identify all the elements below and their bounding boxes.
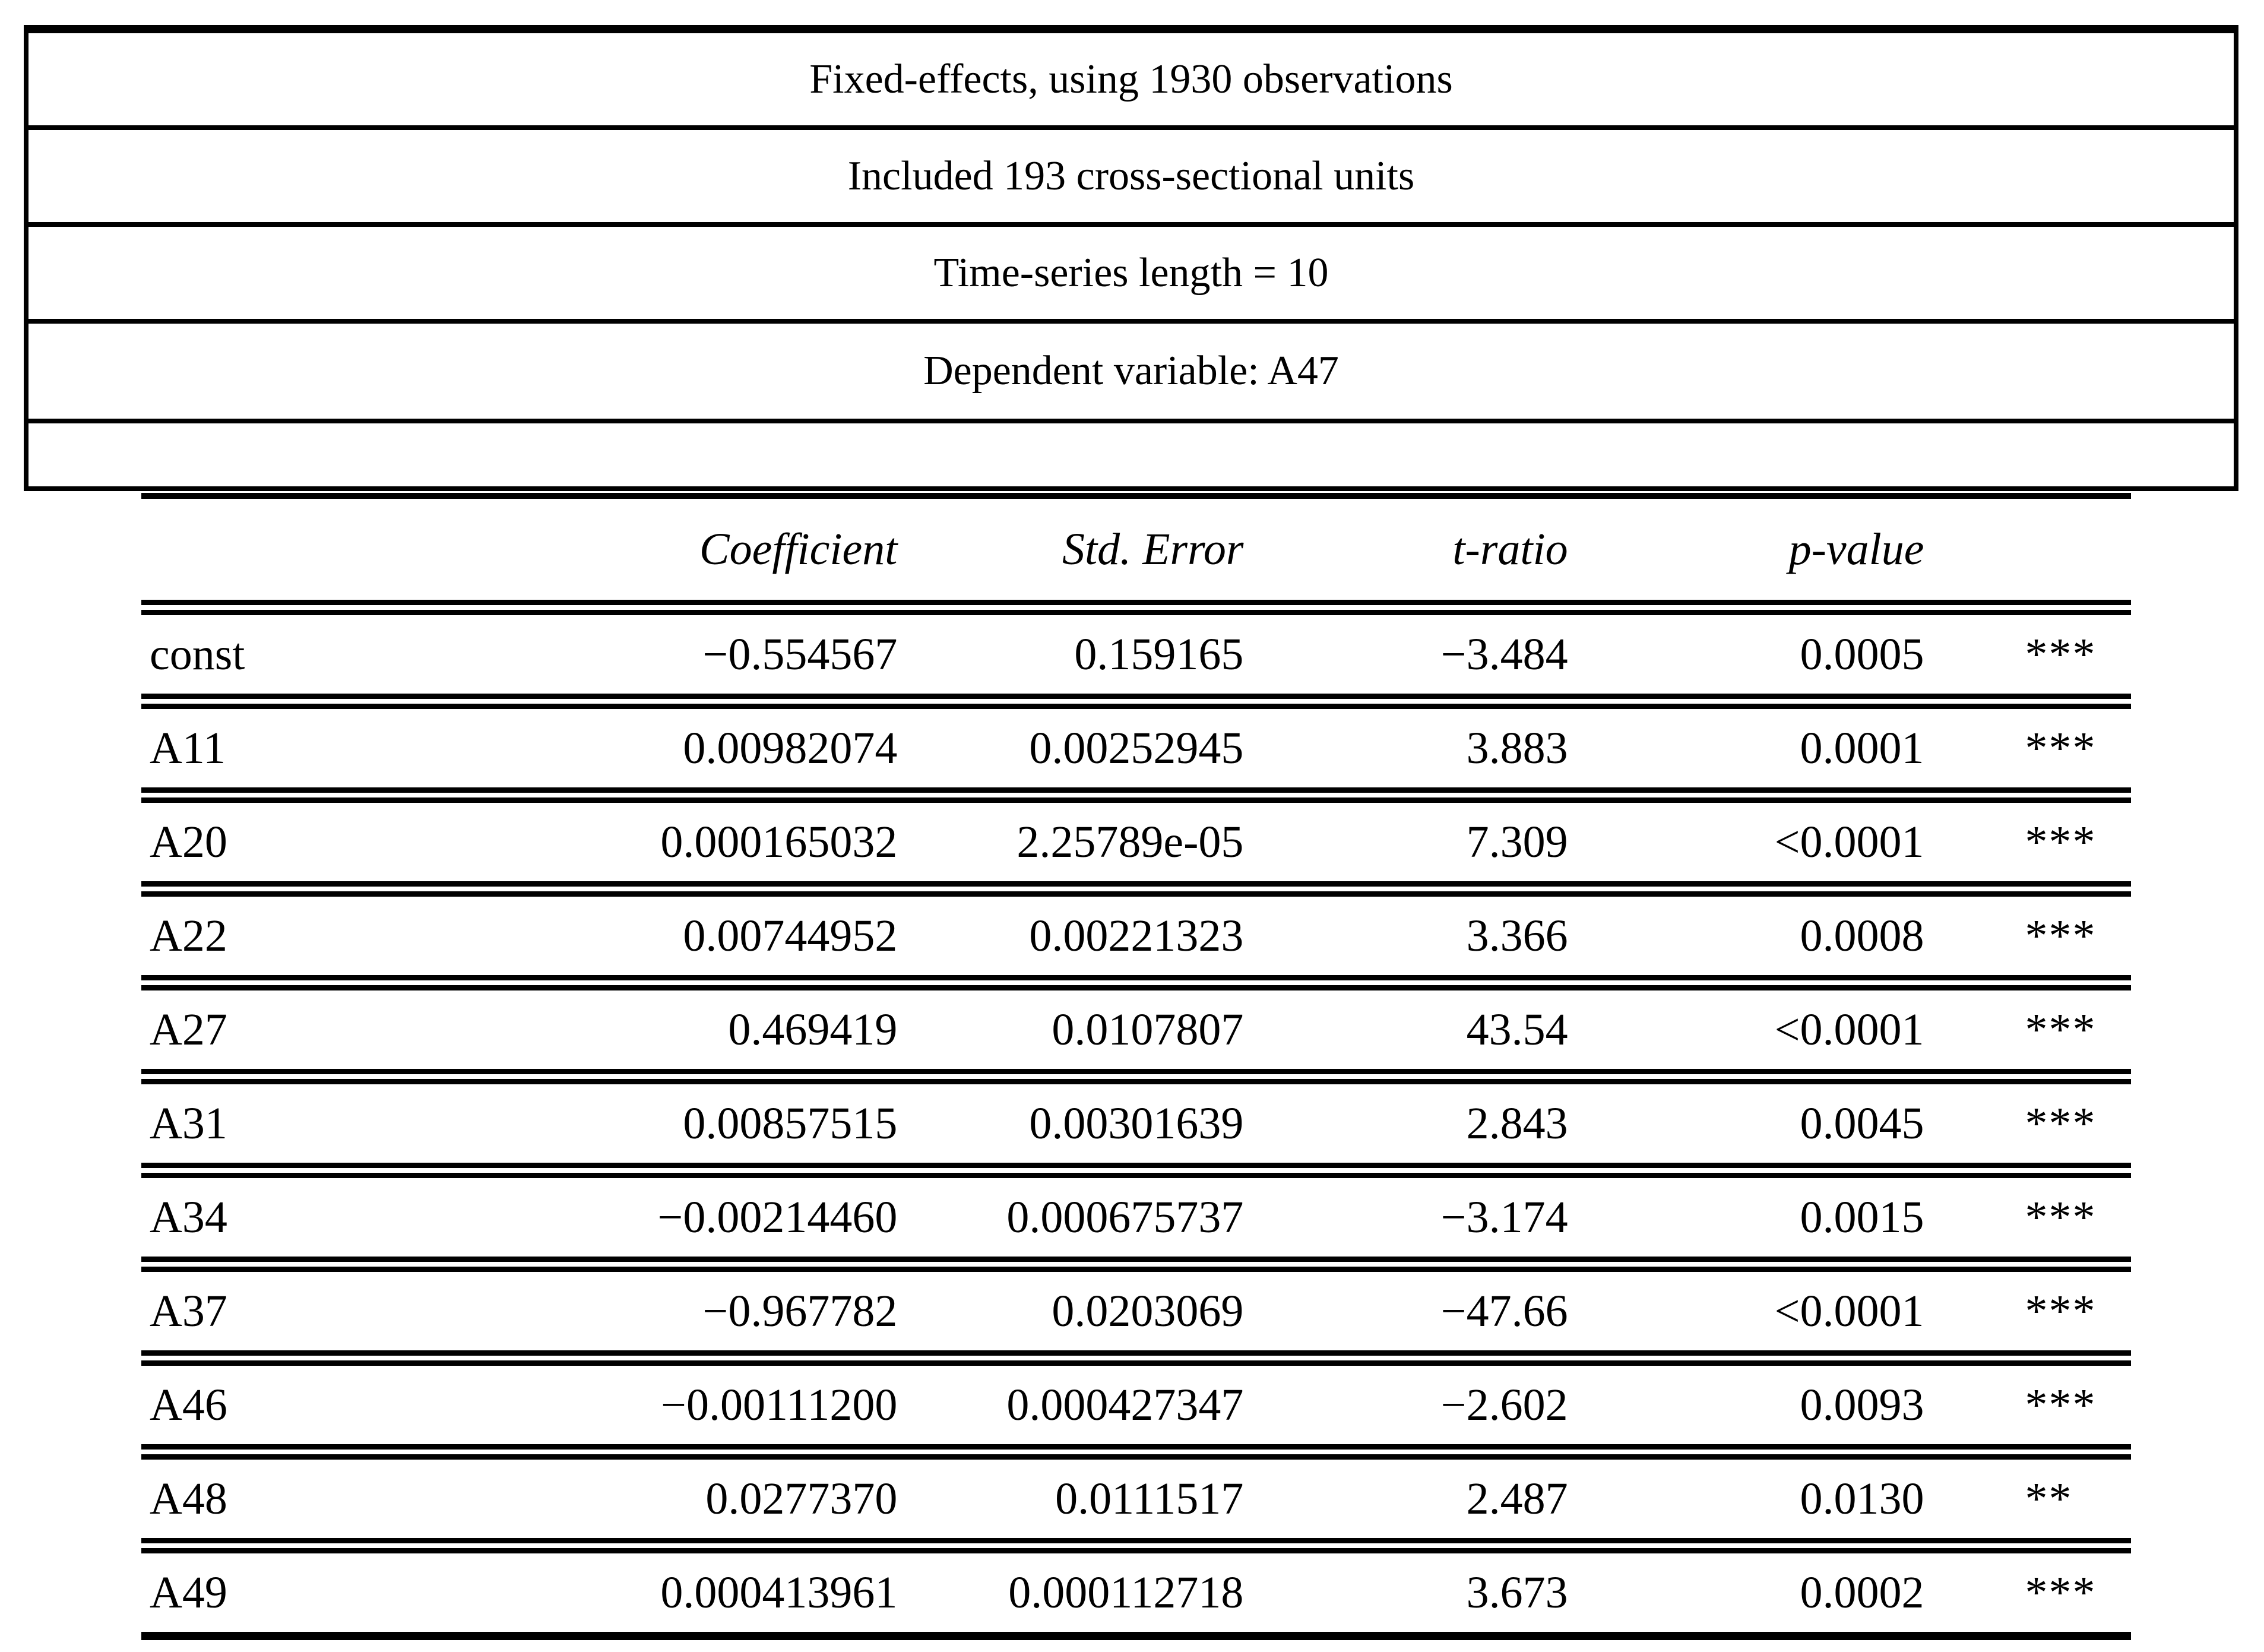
cell-t-ratio: 3.673 [1243,1546,1568,1640]
cell-coefficient: 0.000413961 [539,1546,898,1640]
cell-coefficient: 0.000165032 [539,795,898,897]
info-text-cross-sectional-units: Included 193 cross-sectional units [847,153,1415,199]
col-header-std-error: Std. Error [897,496,1244,615]
cell-std-error: 0.00252945 [897,701,1244,803]
col-header-t-ratio: t-ratio [1243,496,1568,615]
cell-coefficient: −0.967782 [539,1264,898,1366]
table-row: A31 0.00857515 0.00301639 2.843 0.0045 *… [141,1077,2131,1178]
cell-variable: A20 [141,795,540,897]
cell-variable: A27 [141,983,540,1084]
col-header-p-value: p-value [1568,496,1924,615]
cell-variable: A34 [141,1170,540,1272]
cell-p-value: 0.0008 [1568,889,1924,990]
cell-t-ratio: 7.309 [1243,795,1568,897]
table-row: A46 −0.00111200 0.000427347 −2.602 0.009… [141,1358,2131,1460]
cell-t-ratio: 2.487 [1243,1452,1568,1553]
table-row: A27 0.469419 0.0107807 43.54 <0.0001 *** [141,983,2131,1084]
cell-t-ratio: −3.174 [1243,1170,1568,1272]
cell-p-value: <0.0001 [1568,795,1924,897]
cell-variable: A11 [141,701,540,803]
cell-coefficient: 0.0277370 [539,1452,898,1553]
table-row: const −0.554567 0.159165 −3.484 0.0005 *… [141,607,2131,709]
cell-p-value: 0.0130 [1568,1452,1924,1553]
info-row-empty [29,423,2234,486]
cell-significance: *** [1924,1358,2131,1460]
table-row: A20 0.000165032 2.25789e-05 7.309 <0.000… [141,795,2131,897]
cell-p-value: <0.0001 [1568,983,1924,1084]
info-row-cross-sectional-units: Included 193 cross-sectional units [29,130,2234,227]
cell-t-ratio: 2.843 [1243,1077,1568,1178]
table-header-row: Coefficient Std. Error t-ratio p-value [141,496,2131,615]
cell-p-value: 0.0093 [1568,1358,1924,1460]
cell-coefficient: 0.00744952 [539,889,898,990]
cell-t-ratio: −47.66 [1243,1264,1568,1366]
cell-std-error: 0.0203069 [897,1264,1244,1366]
cell-significance: *** [1924,607,2131,709]
cell-significance: *** [1924,701,2131,803]
col-header-significance [1924,496,2131,615]
cell-significance: *** [1924,1077,2131,1178]
cell-p-value: 0.0005 [1568,607,1924,709]
table-row: A22 0.00744952 0.00221323 3.366 0.0008 *… [141,889,2131,990]
table-row: A48 0.0277370 0.0111517 2.487 0.0130 ** [141,1452,2131,1553]
cell-variable: A46 [141,1358,540,1460]
cell-variable: const [141,607,540,709]
info-text-time-series-length: Time-series length = 10 [933,249,1329,296]
cell-coefficient: −0.554567 [539,607,898,709]
table-row: A34 −0.00214460 0.000675737 −3.174 0.001… [141,1170,2131,1272]
table-row: A49 0.000413961 0.000112718 3.673 0.0002… [141,1546,2131,1640]
cell-significance: ** [1924,1452,2131,1553]
cell-t-ratio: −2.602 [1243,1358,1568,1460]
cell-p-value: 0.0015 [1568,1170,1924,1272]
cell-coefficient: −0.00214460 [539,1170,898,1272]
cell-coefficient: 0.469419 [539,983,898,1084]
cell-coefficient: 0.00982074 [539,701,898,803]
info-text-dependent-variable: Dependent variable: A47 [923,348,1339,394]
col-header-coefficient: Coefficient [539,496,898,615]
cell-significance: *** [1924,1264,2131,1366]
model-info-box: Fixed-effects, using 1930 observations I… [24,25,2238,491]
cell-variable: A49 [141,1546,540,1640]
cell-t-ratio: 3.883 [1243,701,1568,803]
info-row-time-series-length: Time-series length = 10 [29,227,2234,324]
cell-std-error: 0.159165 [897,607,1244,709]
cell-coefficient: −0.00111200 [539,1358,898,1460]
cell-std-error: 0.000427347 [897,1358,1244,1460]
cell-significance: *** [1924,889,2131,990]
cell-p-value: <0.0001 [1568,1264,1924,1366]
cell-variable: A31 [141,1077,540,1178]
info-text-estimator: Fixed-effects, using 1930 observations [809,56,1453,102]
cell-t-ratio: 43.54 [1243,983,1568,1084]
cell-coefficient: 0.00857515 [539,1077,898,1178]
cell-p-value: 0.0001 [1568,701,1924,803]
col-header-variable [141,496,540,615]
info-row-dependent-variable: Dependent variable: A47 [29,324,2234,423]
cell-std-error: 0.00301639 [897,1077,1244,1178]
cell-t-ratio: 3.366 [1243,889,1568,990]
cell-std-error: 0.00221323 [897,889,1244,990]
cell-std-error: 2.25789e-05 [897,795,1244,897]
cell-std-error: 0.000675737 [897,1170,1244,1272]
info-row-estimator: Fixed-effects, using 1930 observations [29,33,2234,130]
cell-variable: A48 [141,1452,540,1553]
cell-p-value: 0.0002 [1568,1546,1924,1640]
cell-significance: *** [1924,983,2131,1084]
cell-significance: *** [1924,795,2131,897]
cell-significance: *** [1924,1546,2131,1640]
cell-variable: A22 [141,889,540,990]
cell-std-error: 0.000112718 [897,1546,1244,1640]
cell-std-error: 0.0107807 [897,983,1244,1084]
results-table: Coefficient Std. Error t-ratio p-value c… [141,493,2131,1640]
cell-variable: A37 [141,1264,540,1366]
cell-p-value: 0.0045 [1568,1077,1924,1178]
cell-significance: *** [1924,1170,2131,1272]
cell-std-error: 0.0111517 [897,1452,1244,1553]
cell-t-ratio: −3.484 [1243,607,1568,709]
table-row: A11 0.00982074 0.00252945 3.883 0.0001 *… [141,701,2131,803]
table-row: A37 −0.967782 0.0203069 −47.66 <0.0001 *… [141,1264,2131,1366]
